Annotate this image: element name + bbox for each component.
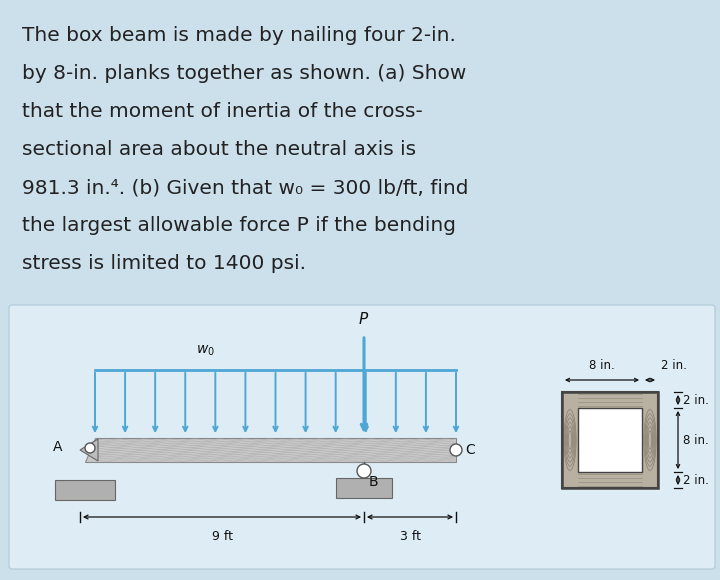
- Text: 2 in.: 2 in.: [683, 473, 709, 487]
- Text: 2 in.: 2 in.: [661, 359, 687, 372]
- Bar: [55, 480, 115, 500]
- Text: $P$: $P$: [359, 311, 369, 327]
- Bar: [562, 392, 658, 488]
- Bar: [562, 392, 658, 488]
- Text: 981.3 in.⁴. (b) Given that w₀ = 300 lb/ft, find: 981.3 in.⁴. (b) Given that w₀ = 300 lb/f…: [22, 178, 469, 197]
- Bar: [336, 478, 392, 498]
- Text: sectional area about the neutral axis is: sectional area about the neutral axis is: [22, 140, 416, 159]
- Text: A: A: [53, 440, 62, 454]
- Text: $w_0$: $w_0$: [196, 343, 215, 358]
- Text: that the moment of inertia of the cross-: that the moment of inertia of the cross-: [22, 102, 423, 121]
- Circle shape: [85, 443, 95, 453]
- Text: 2 in.: 2 in.: [683, 393, 709, 407]
- Text: stress is limited to 1400 psi.: stress is limited to 1400 psi.: [22, 254, 306, 273]
- Text: 8 in.: 8 in.: [589, 359, 615, 372]
- Circle shape: [357, 464, 371, 478]
- Polygon shape: [85, 438, 456, 462]
- Text: C: C: [465, 443, 474, 457]
- Text: 9 ft: 9 ft: [212, 530, 233, 543]
- Text: by 8-in. planks together as shown. (a) Show: by 8-in. planks together as shown. (a) S…: [22, 64, 467, 83]
- FancyBboxPatch shape: [9, 305, 715, 569]
- Text: The box beam is made by nailing four 2-in.: The box beam is made by nailing four 2-i…: [22, 26, 456, 45]
- Text: 8 in.: 8 in.: [683, 433, 708, 447]
- Bar: [578, 408, 642, 472]
- Polygon shape: [80, 439, 98, 461]
- Circle shape: [450, 444, 462, 456]
- Text: the largest allowable force P if the bending: the largest allowable force P if the ben…: [22, 216, 456, 235]
- Text: 3 ft: 3 ft: [400, 530, 420, 543]
- Text: B: B: [369, 475, 379, 489]
